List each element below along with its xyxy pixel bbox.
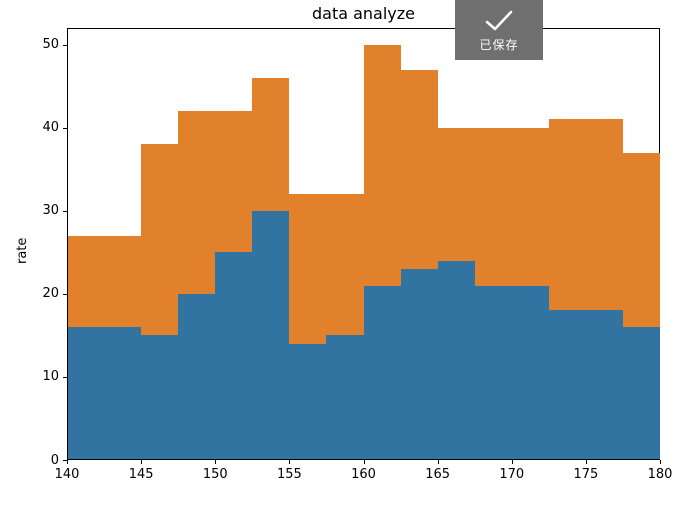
series-orange-bar <box>549 119 586 310</box>
x-tick-mark <box>67 460 68 464</box>
series-orange-bar <box>475 128 512 286</box>
series-orange-bar <box>252 78 289 211</box>
x-tick-label: 175 <box>572 468 600 481</box>
y-tick-mark <box>63 460 67 461</box>
y-tick-label: 10 <box>42 370 59 383</box>
series-blue-bar <box>401 269 438 460</box>
spine-bottom <box>67 459 660 460</box>
series-orange-bar <box>178 111 215 294</box>
series-orange-bar <box>586 119 623 310</box>
y-tick-label: 30 <box>42 204 59 217</box>
series-orange-bar <box>215 111 252 252</box>
y-tick-label: 20 <box>42 287 59 300</box>
x-tick-mark <box>586 460 587 464</box>
series-blue-bar <box>475 286 512 460</box>
x-tick-mark <box>512 460 513 464</box>
series-blue-bar <box>289 344 326 460</box>
series-blue-bar <box>178 294 215 460</box>
series-orange-bar <box>623 153 660 327</box>
series-orange-bar <box>364 45 401 286</box>
series-orange-bar <box>289 194 326 344</box>
y-tick-label: 40 <box>42 121 59 134</box>
series-blue-bar <box>549 310 586 460</box>
series-orange-bar <box>104 236 141 327</box>
series-blue-bar <box>512 286 549 460</box>
series-blue-bar <box>252 211 289 460</box>
series-orange-bar <box>141 144 178 335</box>
series-blue-bar <box>438 261 475 460</box>
x-tick-mark <box>215 460 216 464</box>
saved-notification: 已保存 <box>455 0 543 60</box>
x-tick-mark <box>438 460 439 464</box>
saved-notification-label: 已保存 <box>455 36 543 53</box>
series-orange-bar <box>438 128 475 261</box>
series-blue-bar <box>586 310 623 460</box>
x-tick-label: 165 <box>424 468 452 481</box>
series-blue-bar <box>623 327 660 460</box>
x-tick-label: 145 <box>127 468 155 481</box>
x-tick-mark <box>289 460 290 464</box>
series-orange-bar <box>512 128 549 286</box>
spine-left <box>67 28 68 460</box>
y-tick-label: 50 <box>42 38 59 51</box>
x-tick-label: 180 <box>646 468 674 481</box>
x-tick-mark <box>364 460 365 464</box>
x-tick-label: 155 <box>275 468 303 481</box>
series-blue-bar <box>215 252 252 460</box>
y-axis-label: rate <box>15 238 30 264</box>
x-tick-label: 140 <box>53 468 81 481</box>
series-blue-bar <box>326 335 363 460</box>
series-orange-bar <box>67 236 104 327</box>
series-blue-bar <box>141 335 178 460</box>
y-tick-label: 0 <box>51 454 59 467</box>
x-tick-label: 150 <box>201 468 229 481</box>
series-blue-bar <box>67 327 104 460</box>
chart-title: data analyze <box>67 4 660 23</box>
check-icon <box>482 6 516 34</box>
x-tick-label: 170 <box>498 468 526 481</box>
figure: data analyze rate 140 145 150 155 160 165 170 1… <box>0 0 690 518</box>
series-orange-bar <box>326 194 363 335</box>
series-blue-bar <box>364 286 401 460</box>
x-tick-mark <box>660 460 661 464</box>
series-orange-bar <box>401 70 438 269</box>
x-tick-label: 160 <box>350 468 378 481</box>
x-tick-mark <box>141 460 142 464</box>
series-blue-bar <box>104 327 141 460</box>
